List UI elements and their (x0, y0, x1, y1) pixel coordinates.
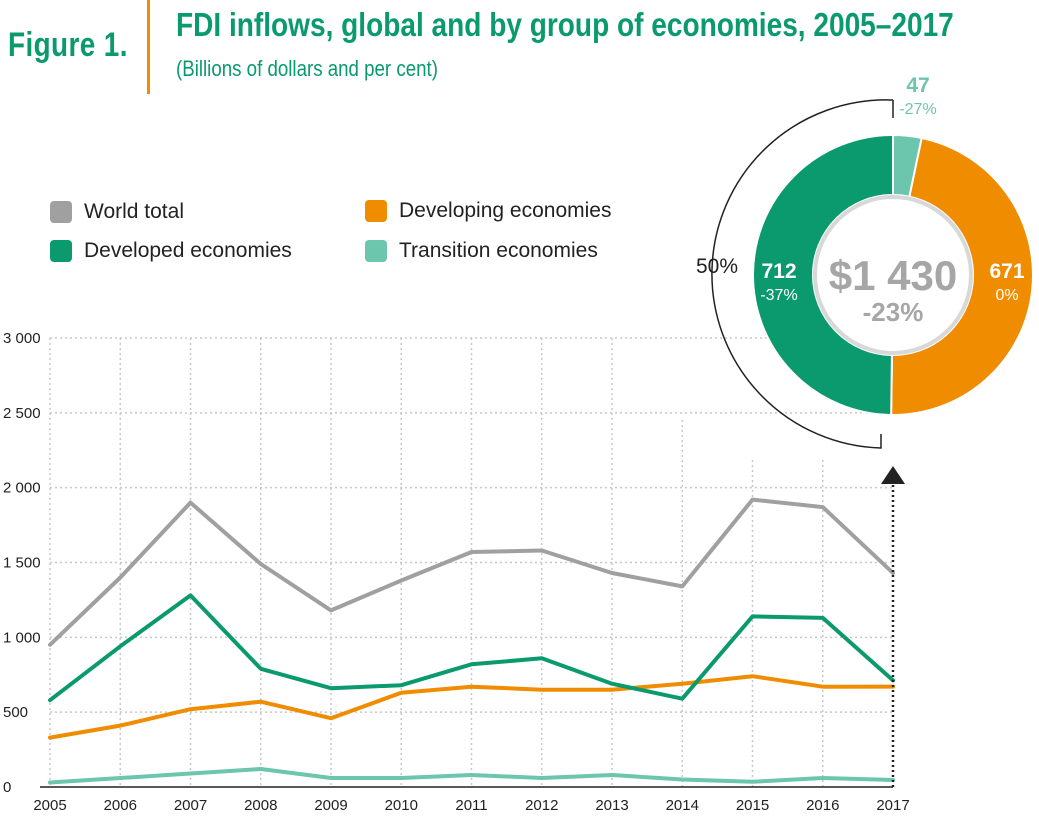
x-tick-label-2011: 2011 (455, 797, 487, 814)
legend-label-developed: Developed economies (84, 239, 292, 262)
series (48, 466, 905, 787)
legend-label-world-total: World total (84, 200, 184, 223)
donut-center-value: $1 430 (829, 252, 957, 299)
x-tick-label-2010: 2010 (385, 797, 418, 814)
y-tick-label-2500: 2 500 (3, 405, 41, 422)
slice-label-transition-value: 47 (906, 74, 929, 97)
chart-subtitle: (Billions of dollars and per cent) (176, 56, 438, 81)
y-tick-label-2000: 2 000 (3, 480, 41, 497)
legend-item-transition: Transition economies (365, 239, 598, 263)
legend-item-developing: Developing economies (365, 199, 611, 223)
x-tick-label-2008: 2008 (244, 797, 277, 814)
legend-swatch-world-total (50, 201, 72, 223)
x-tick-label-2012: 2012 (525, 797, 558, 814)
legend-item-developed: Developed economies (50, 239, 292, 263)
x-tick-label-2007: 2007 (174, 797, 207, 814)
x-tick-label-2014: 2014 (666, 797, 699, 814)
axes: 0 500 1 000 1 500 2 000 2 500 3 000 2005 2006 200… (3, 330, 910, 814)
slice-label-developed-value: 712 (761, 260, 796, 283)
x-tick-label-2017: 2017 (876, 797, 909, 814)
bracket-label: 50% (696, 255, 738, 278)
half-bracket (711, 99, 893, 449)
legend-label-developing: Developing economies (399, 199, 612, 222)
series-line-world-total (48, 497, 895, 647)
donut-hole (813, 195, 973, 355)
legend-item-world-total: World total (50, 200, 184, 224)
y-tick-label-500: 500 (3, 704, 28, 721)
y-tick-label-1000: 1 000 (3, 629, 41, 646)
x-tick-label-2009: 2009 (314, 797, 347, 814)
header-divider (147, 0, 150, 94)
x-tick-label-2016: 2016 (806, 797, 839, 814)
legend-swatch-transition (365, 240, 387, 262)
y-tick-label-1500: 1 500 (3, 555, 41, 572)
donut-chart: 50% $1 430-23% 47 -27% 671 0% 712 -37% (696, 74, 1034, 449)
slice-label-developed-change: -37% (760, 287, 797, 304)
grid (49, 337, 893, 787)
arrow-head (881, 466, 905, 484)
chart-title: FDI inflows, global and by group of econ… (176, 6, 954, 43)
x-tick-label-2015: 2015 (736, 797, 769, 814)
y-tick-label-0: 0 (3, 779, 11, 796)
figure-label: Figure 1. (8, 26, 128, 64)
x-tick-label-2006: 2006 (104, 797, 137, 814)
series-line-developing-economies (48, 674, 895, 740)
x-tick-label-2005: 2005 (33, 797, 66, 814)
slice-label-developing-change: 0% (995, 287, 1018, 304)
series-line-transition-economies (48, 767, 895, 785)
donut-center-change: -23% (863, 297, 924, 327)
slice-label-transition-change: -27% (899, 101, 936, 118)
series-line-developed-economies (48, 593, 895, 703)
y-tick-label-3000: 3 000 (3, 330, 41, 347)
slice-label-developing-value: 671 (989, 260, 1024, 283)
legend-label-transition: Transition economies (399, 239, 598, 262)
legend-swatch-developed (50, 240, 72, 262)
x-tick-label-2013: 2013 (595, 797, 628, 814)
legend-swatch-developing (365, 200, 387, 222)
